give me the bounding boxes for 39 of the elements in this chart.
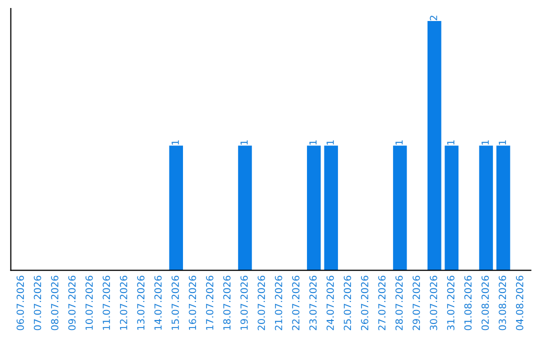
- x-tick-label: 09.07.2026: [68, 276, 76, 330]
- x-tick-label: 20.07.2026: [258, 276, 266, 330]
- x-tick-label: 21.07.2026: [274, 276, 282, 330]
- x-tick-label: 12.07.2026: [120, 276, 128, 330]
- x-tick-label: 22.07.2026: [292, 276, 300, 330]
- x-tick-label: 29.07.2026: [412, 276, 420, 330]
- data-label: 1: [447, 140, 454, 145]
- x-tick-label: 27.07.2026: [378, 276, 386, 330]
- data-label: 1: [396, 140, 403, 145]
- x-tick-label: 03.08.2026: [498, 276, 506, 330]
- data-label: 2: [430, 16, 438, 20]
- x-tick-label: 15.07.2026: [172, 276, 179, 330]
- x-tick-label: 18.07.2026: [223, 276, 231, 330]
- x-tick-label: 08.07.2026: [51, 276, 58, 330]
- x-tick-label: 17.07.2026: [206, 276, 214, 330]
- x-tick-label: 28.07.2026: [395, 276, 403, 330]
- x-tick-label: 06.07.2026: [16, 276, 24, 330]
- data-label: 1: [172, 140, 179, 145]
- x-tick-label: 25.07.2026: [344, 276, 352, 330]
- x-tick-label: 23.07.2026: [309, 276, 317, 330]
- x-tick-label: 19.07.2026: [240, 276, 248, 330]
- x-tick-label: 01.08.2026: [464, 276, 472, 330]
- data-label: 1: [326, 140, 334, 145]
- x-tick-label: 02.08.2026: [482, 276, 489, 330]
- x-tick-label: 07.07.2026: [34, 276, 42, 330]
- x-tick-label: 30.07.2026: [430, 276, 438, 330]
- data-label: 1: [498, 140, 506, 145]
- x-tick-label: 31.07.2026: [447, 276, 454, 330]
- x-tick-label: 10.07.2026: [85, 276, 93, 330]
- x-tick-label: 11.07.2026: [102, 276, 110, 330]
- x-tick-label: 16.07.2026: [188, 276, 196, 330]
- x-tick-label: 26.07.2026: [360, 276, 368, 330]
- x-tick-label: 13.07.2026: [137, 276, 144, 330]
- x-tick-label: 14.07.2026: [154, 276, 162, 330]
- x-tick-label: 24.07.2026: [326, 276, 334, 330]
- data-label: 1: [309, 140, 317, 145]
- data-label: 1: [482, 140, 489, 145]
- x-tick-label: 04.08.2026: [516, 276, 524, 330]
- data-label: 1: [240, 140, 248, 145]
